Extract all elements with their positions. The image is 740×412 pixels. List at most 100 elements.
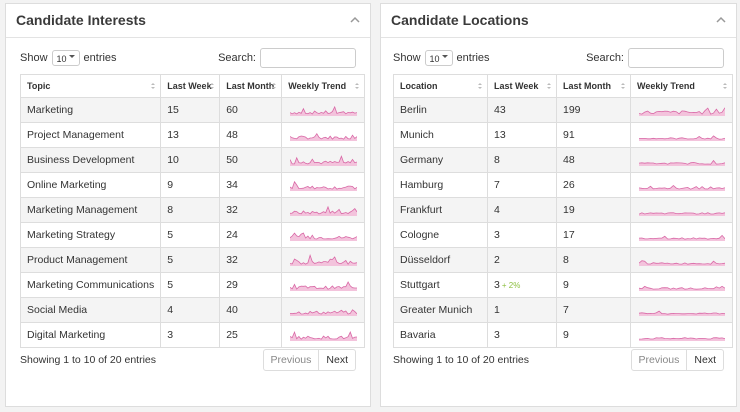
next-button[interactable]: Next bbox=[319, 349, 356, 371]
table-row: Greater Munich 1 7 bbox=[393, 297, 733, 323]
name-cell: Düsseldorf bbox=[393, 247, 488, 273]
trend-cell bbox=[281, 272, 366, 298]
last-month-cell: 26 bbox=[556, 172, 631, 198]
chevron bbox=[716, 16, 726, 23]
column-header[interactable]: Weekly Trend bbox=[281, 74, 366, 98]
previous-button[interactable]: Previous bbox=[630, 349, 688, 371]
column-header[interactable]: Location bbox=[393, 74, 488, 98]
table-body: Berlin 43 199 Munich 13 91 Germany 8 48 Hamburg 7 2… bbox=[393, 97, 733, 348]
last-month-cell: 32 bbox=[219, 197, 283, 223]
name-cell: Cologne bbox=[393, 222, 488, 248]
last-week-cell: 8 bbox=[487, 147, 557, 173]
last-week-cell: 15 bbox=[160, 97, 221, 123]
panel-header: Candidate Interests bbox=[6, 4, 370, 38]
change-label: + 2% bbox=[501, 281, 521, 290]
table-row: Marketing Management 8 32 bbox=[19, 197, 366, 223]
name-cell: Hamburg bbox=[393, 172, 488, 198]
sparkline-area bbox=[289, 106, 357, 116]
sparkline-area bbox=[638, 286, 725, 291]
last-week-cell: 5 bbox=[160, 247, 221, 273]
data-table: Topic Last Week Last Month Weekly Trend Mark… bbox=[19, 74, 366, 348]
sparkline-line bbox=[638, 107, 725, 115]
column-header[interactable]: Last Month bbox=[556, 74, 631, 98]
name-cell: Product Management bbox=[19, 247, 162, 273]
name-cell: Germany bbox=[393, 147, 488, 173]
sparkline-area bbox=[289, 156, 357, 166]
last-week-cell: 8 bbox=[160, 197, 221, 223]
trend-cell bbox=[630, 322, 733, 348]
trend-cell bbox=[281, 97, 366, 123]
pagination: Previous Next bbox=[262, 349, 356, 371]
last-week-value: 5 bbox=[167, 254, 174, 266]
column-header[interactable]: Topic bbox=[19, 74, 162, 98]
last-month-cell: 48 bbox=[219, 122, 283, 148]
last-week-value: 3 bbox=[494, 229, 500, 241]
name-cell: Marketing Management bbox=[19, 197, 162, 223]
table-row: Munich 13 91 bbox=[393, 122, 733, 148]
sparkline bbox=[289, 155, 357, 166]
trend-cell bbox=[281, 197, 366, 223]
name-cell: Business Development bbox=[19, 147, 162, 173]
name-cell: Digital Marketing bbox=[19, 322, 162, 348]
page-size-select[interactable]: 10 bbox=[424, 50, 453, 67]
last-week-cell: 9 bbox=[160, 172, 221, 198]
column-header[interactable]: Last Month bbox=[219, 74, 283, 98]
trend-cell bbox=[281, 222, 366, 248]
last-week-value: 4 bbox=[494, 204, 500, 216]
panel: Candidate Locations Show 10 entries Search: L… bbox=[380, 3, 737, 407]
sparkline-area bbox=[289, 133, 357, 141]
name-cell: Marketing bbox=[19, 97, 162, 123]
sparkline-line bbox=[289, 205, 357, 215]
table-row: Marketing 15 60 bbox=[19, 97, 366, 123]
previous-button[interactable]: Previous bbox=[262, 349, 320, 371]
table-row: Cologne 3 17 bbox=[393, 222, 733, 248]
sparkline-area bbox=[638, 311, 725, 316]
last-week-value: 8 bbox=[494, 154, 500, 166]
last-month-cell: 9 bbox=[556, 322, 631, 348]
sparkline-line bbox=[638, 260, 725, 265]
name-cell: Social Media bbox=[19, 297, 162, 323]
last-week-value: 3 bbox=[494, 279, 500, 291]
collapse-button[interactable] bbox=[350, 16, 360, 23]
sparkline-line bbox=[289, 232, 357, 240]
panel-title: Candidate Interests bbox=[16, 12, 146, 28]
sparkline-line bbox=[289, 281, 357, 290]
last-month-cell: 50 bbox=[219, 147, 283, 173]
page-size-select[interactable]: 10 bbox=[51, 50, 80, 67]
column-header[interactable]: Last Week bbox=[160, 74, 221, 98]
name-cell: Stuttgart bbox=[393, 272, 488, 298]
sparkline-area bbox=[638, 135, 725, 141]
sparkline bbox=[638, 337, 725, 341]
last-month-cell: 40 bbox=[219, 297, 283, 323]
last-month-cell: 60 bbox=[219, 97, 283, 123]
last-week-value: 4 bbox=[167, 304, 174, 316]
last-week-cell: 10 bbox=[160, 147, 221, 173]
sparkline-line bbox=[289, 253, 357, 265]
search-control: Search: bbox=[218, 48, 356, 69]
trend-cell bbox=[630, 197, 733, 223]
trend-cell bbox=[630, 147, 733, 173]
collapse-button[interactable] bbox=[716, 16, 726, 23]
sparkline-line bbox=[289, 132, 357, 140]
sparkline bbox=[638, 184, 725, 191]
last-week-value: 13 bbox=[494, 129, 506, 141]
table-info: Showing 1 to 10 of 20 entries bbox=[393, 354, 530, 366]
name-cell: Project Management bbox=[19, 122, 162, 148]
sparkline-line bbox=[638, 234, 725, 240]
table-row: Hamburg 7 26 bbox=[393, 172, 733, 198]
table-row: Marketing Strategy 5 24 bbox=[19, 222, 366, 248]
trend-cell bbox=[630, 122, 733, 148]
table-row: Digital Marketing 3 25 bbox=[19, 322, 366, 348]
search-input[interactable] bbox=[260, 48, 356, 69]
sparkline-line bbox=[289, 309, 357, 315]
sparkline bbox=[289, 232, 357, 241]
last-week-cell: 1 bbox=[487, 297, 557, 323]
search-input[interactable] bbox=[628, 48, 724, 69]
sparkline-area bbox=[289, 282, 357, 291]
name-cell: Bavaria bbox=[393, 322, 488, 348]
trend-cell bbox=[630, 222, 733, 248]
column-header[interactable]: Weekly Trend bbox=[630, 74, 733, 98]
column-header[interactable]: Last Week bbox=[487, 74, 557, 98]
next-button[interactable]: Next bbox=[687, 349, 724, 371]
